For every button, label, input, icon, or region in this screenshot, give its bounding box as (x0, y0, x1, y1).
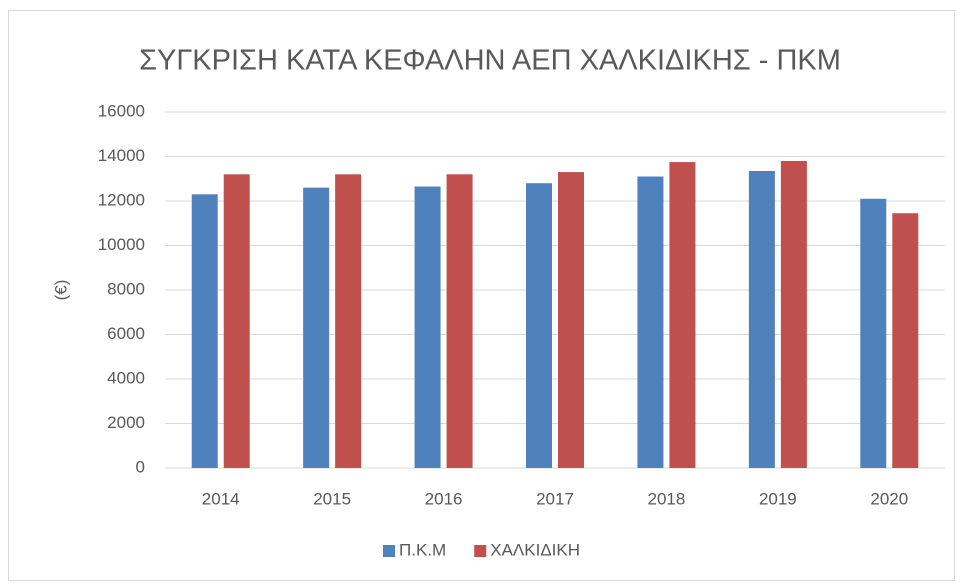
bar (446, 174, 473, 469)
y-tick-label: 14000 (98, 146, 145, 165)
bar (414, 186, 441, 468)
x-tick-label: 2019 (759, 489, 797, 508)
bar (780, 160, 807, 468)
chart-frame (8, 10, 955, 581)
x-tick-label: 2017 (536, 489, 574, 508)
legend-label: ΧΑΛΚΙΔΙΚΗ (490, 540, 580, 559)
bar (892, 213, 919, 468)
y-tick-label: 0 (136, 457, 145, 476)
y-tick-label: 6000 (107, 324, 145, 343)
legend-swatch (383, 545, 395, 557)
y-tick-label: 4000 (107, 368, 145, 387)
chart-title: ΣΥΓΚΡΙΣΗ ΚΑΤΑ ΚΕΦΑΛΗΝ ΑΕΠ ΧΑΛΚΙΔΙΚΗΣ - Π… (139, 45, 841, 77)
bar (191, 194, 218, 468)
y-tick-label: 12000 (98, 190, 145, 209)
y-tick-label: 2000 (107, 413, 145, 432)
y-tick-label: 8000 (107, 279, 145, 298)
x-tick-label: 2014 (202, 489, 240, 508)
bar (558, 172, 584, 468)
bar (669, 162, 696, 468)
bar (303, 187, 330, 468)
bar (223, 174, 250, 469)
bar (860, 198, 887, 468)
x-tick-label: 2016 (425, 489, 463, 508)
legend-swatch (474, 545, 487, 557)
x-tick-label: 2018 (648, 489, 686, 508)
y-tick-label: 10000 (98, 235, 145, 254)
x-tick-label: 2015 (313, 489, 351, 508)
y-tick-label: 16000 (98, 101, 145, 120)
y-axis-label: (€) (51, 280, 70, 301)
bar (526, 183, 552, 468)
legend-label: Π.Κ.Μ (399, 540, 446, 559)
bar (637, 176, 664, 468)
bar (335, 174, 362, 469)
x-tick-label: 2020 (870, 489, 908, 508)
bar (748, 170, 775, 468)
